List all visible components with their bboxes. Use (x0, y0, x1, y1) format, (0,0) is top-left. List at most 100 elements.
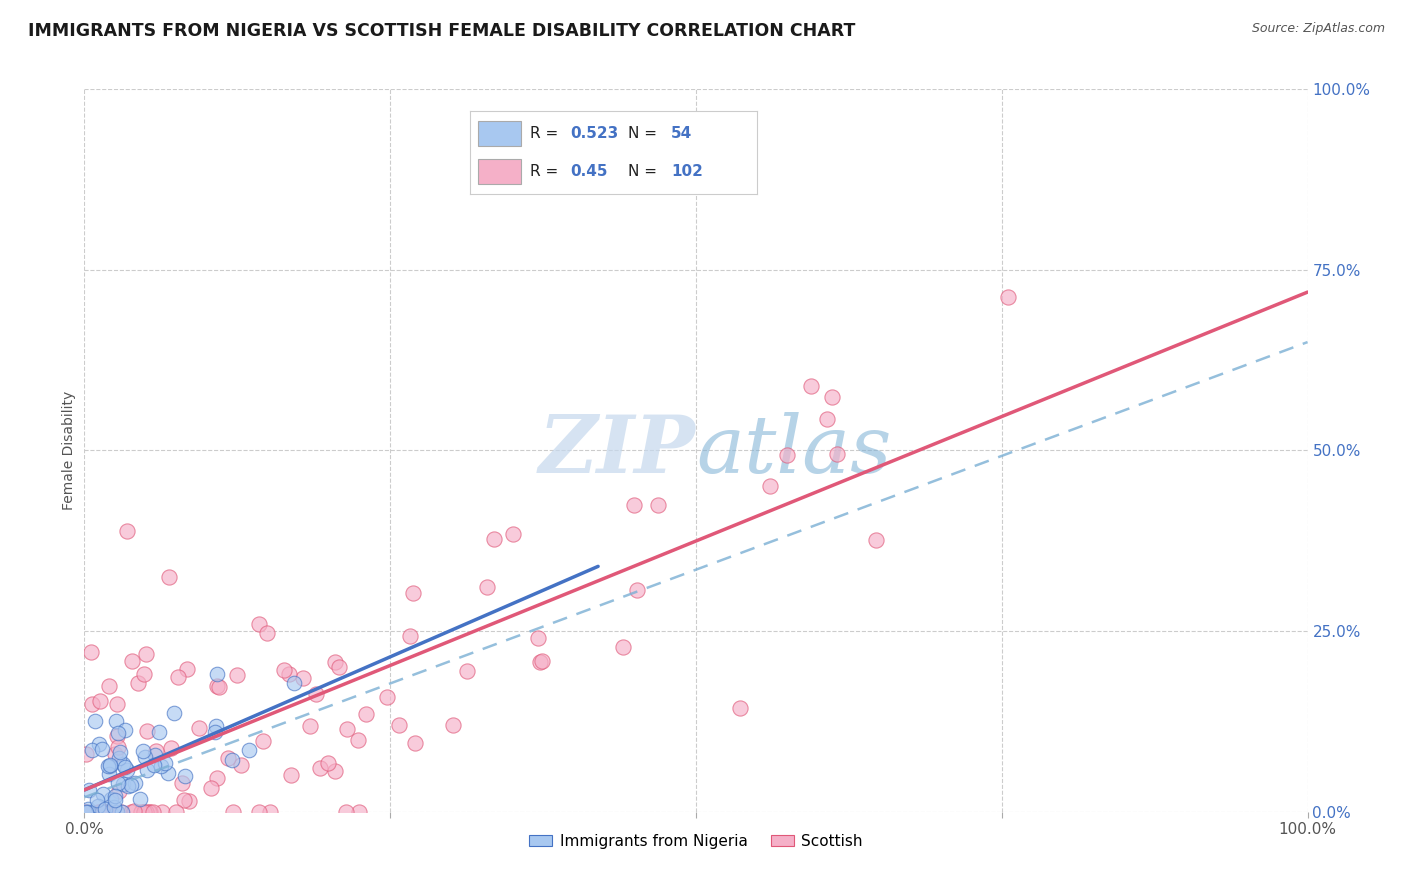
Scottish (759, 478, 782, 492)
Scottish (375, 690, 398, 704)
Immigrants from Nigeria (86, 793, 108, 807)
Immigrants from Nigeria (114, 759, 136, 773)
Scottish (75, 805, 97, 819)
Scottish (89, 805, 111, 819)
Immigrants from Nigeria (124, 776, 146, 790)
Immigrants from Nigeria (149, 759, 172, 773)
Scottish (91, 805, 114, 819)
Scottish (145, 744, 167, 758)
Scottish (138, 805, 160, 819)
Scottish (98, 680, 121, 694)
Scottish (179, 794, 201, 808)
Immigrants from Nigeria (205, 718, 228, 732)
Scottish (502, 527, 524, 541)
Scottish (208, 680, 231, 694)
Immigrants from Nigeria (98, 766, 121, 780)
Scottish (75, 747, 97, 761)
Immigrants from Nigeria (108, 745, 131, 759)
Scottish (256, 625, 278, 640)
Scottish (399, 629, 422, 643)
Text: Source: ZipAtlas.com: Source: ZipAtlas.com (1251, 22, 1385, 36)
Scottish (104, 747, 127, 761)
Immigrants from Nigeria (107, 776, 129, 790)
Scottish (207, 679, 229, 693)
Scottish (997, 290, 1019, 304)
Scottish (328, 660, 350, 674)
Scottish (347, 733, 370, 747)
Immigrants from Nigeria (107, 726, 129, 740)
Scottish (441, 718, 464, 732)
Legend: Immigrants from Nigeria, Scottish: Immigrants from Nigeria, Scottish (523, 828, 869, 855)
Immigrants from Nigeria (143, 747, 166, 762)
Immigrants from Nigeria (221, 753, 243, 767)
Scottish (138, 805, 160, 819)
Immigrants from Nigeria (84, 714, 107, 729)
Scottish (292, 671, 315, 685)
Scottish (90, 805, 112, 819)
Scottish (132, 805, 155, 819)
Scottish (80, 645, 103, 659)
Immigrants from Nigeria (117, 779, 139, 793)
Scottish (200, 780, 222, 795)
Scottish (120, 805, 142, 819)
Scottish (626, 582, 648, 597)
Scottish (647, 498, 669, 512)
Scottish (98, 805, 121, 819)
Scottish (815, 411, 838, 425)
Scottish (821, 390, 844, 404)
Scottish (304, 687, 326, 701)
Immigrants from Nigeria (87, 737, 110, 751)
Immigrants from Nigeria (75, 805, 97, 819)
Immigrants from Nigeria (111, 777, 134, 791)
Scottish (402, 586, 425, 600)
Scottish (135, 805, 157, 819)
Scottish (86, 805, 108, 819)
Immigrants from Nigeria (128, 792, 150, 806)
Scottish (280, 768, 302, 782)
Immigrants from Nigeria (82, 743, 104, 757)
Scottish (217, 751, 239, 765)
Scottish (526, 631, 548, 645)
Y-axis label: Female Disability: Female Disability (62, 391, 76, 510)
Scottish (354, 706, 377, 721)
Scottish (623, 499, 645, 513)
Scottish (165, 805, 187, 819)
Scottish (129, 805, 152, 819)
Scottish (247, 617, 270, 632)
Scottish (347, 805, 370, 819)
Immigrants from Nigeria (283, 676, 305, 690)
Scottish (259, 805, 281, 819)
Scottish (96, 805, 118, 819)
Immigrants from Nigeria (77, 782, 100, 797)
Scottish (388, 717, 411, 731)
Scottish (612, 640, 634, 654)
Immigrants from Nigeria (103, 800, 125, 814)
Text: ZIP: ZIP (538, 412, 696, 489)
Immigrants from Nigeria (77, 802, 100, 816)
Scottish (159, 740, 181, 755)
Immigrants from Nigeria (173, 769, 195, 783)
Scottish (404, 736, 426, 750)
Scottish (323, 764, 346, 778)
Immigrants from Nigeria (86, 799, 108, 814)
Scottish (336, 722, 359, 736)
Immigrants from Nigeria (97, 759, 120, 773)
Scottish (127, 676, 149, 690)
Scottish (167, 670, 190, 684)
Scottish (728, 701, 751, 715)
Scottish (308, 761, 330, 775)
Scottish (207, 771, 229, 785)
Scottish (132, 805, 155, 819)
Scottish (316, 756, 339, 771)
Scottish (93, 805, 115, 819)
Immigrants from Nigeria (134, 750, 156, 764)
Scottish (107, 740, 129, 755)
Scottish (484, 533, 506, 547)
Immigrants from Nigeria (132, 744, 155, 758)
Immigrants from Nigeria (110, 805, 132, 819)
Scottish (82, 698, 104, 712)
Scottish (187, 721, 209, 735)
Scottish (277, 666, 299, 681)
Immigrants from Nigeria (204, 724, 226, 739)
Immigrants from Nigeria (104, 792, 127, 806)
